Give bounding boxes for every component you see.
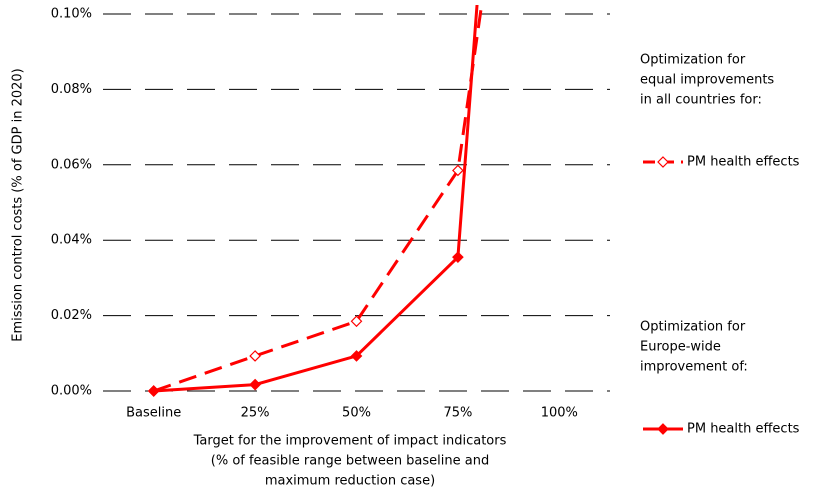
data-point xyxy=(452,251,464,264)
y-tick-label: 0.00% xyxy=(51,384,92,399)
x-axis-title: Target for the improvement of impact ind… xyxy=(193,434,507,449)
y-tick-label: 0.06% xyxy=(51,157,92,172)
x-tick-label: 75% xyxy=(443,406,472,421)
y-tick-label: 0.02% xyxy=(51,308,92,323)
x-tick-label: 50% xyxy=(342,406,371,421)
legend-marker xyxy=(657,423,669,435)
data-point xyxy=(350,315,363,328)
legend-label: PM health effects xyxy=(687,155,800,170)
series-line xyxy=(153,5,484,393)
data-point xyxy=(147,385,160,397)
legend-label: PM health effects xyxy=(687,422,800,437)
legend-title: equal improvements xyxy=(640,73,774,88)
y-tick-label: 0.10% xyxy=(51,7,92,22)
data-point xyxy=(249,350,261,362)
series-line xyxy=(153,5,479,393)
plot xyxy=(147,5,484,397)
legend-title: Europe-wide xyxy=(640,340,721,355)
x-tick-label: 25% xyxy=(241,406,270,421)
legend-title: improvement of: xyxy=(640,360,748,375)
legend-title: in all countries for: xyxy=(640,93,762,108)
y-axis-title: Emission control costs (% of GDP in 2020… xyxy=(11,68,26,341)
x-axis-title: (% of feasible range between baseline an… xyxy=(211,454,489,469)
data-point xyxy=(249,378,261,391)
y-tick-label: 0.08% xyxy=(51,82,92,97)
data-point xyxy=(452,164,464,177)
x-tick-label: Baseline xyxy=(126,406,181,421)
x-axis-title: maximum reduction case) xyxy=(265,474,435,489)
legend-marker xyxy=(657,156,669,168)
data-point xyxy=(350,350,363,362)
y-tick-label: 0.04% xyxy=(51,233,92,248)
legend-title: Optimization for xyxy=(640,53,746,68)
legend-title: Optimization for xyxy=(640,320,746,335)
x-tick-label: 100% xyxy=(541,406,578,421)
